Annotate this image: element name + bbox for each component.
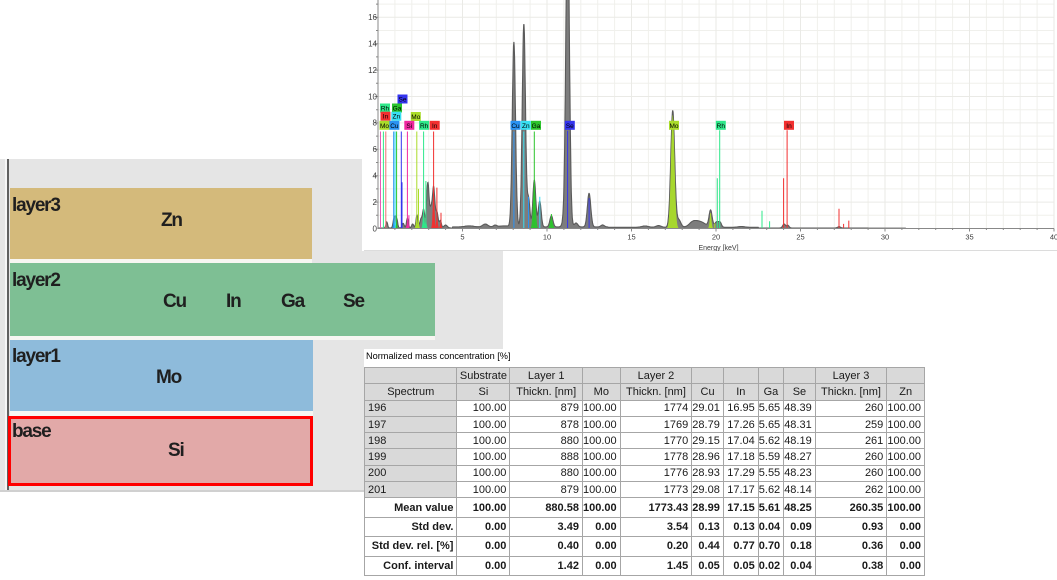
svg-text:Ga: Ga (532, 123, 541, 130)
svg-text:35: 35 (965, 233, 973, 242)
svg-text:Se: Se (566, 123, 574, 130)
svg-text:10: 10 (368, 92, 377, 101)
svg-text:15: 15 (627, 233, 635, 242)
svg-text:Si: Si (406, 123, 412, 130)
svg-text:Mo: Mo (411, 114, 420, 121)
svg-text:16: 16 (368, 13, 377, 22)
svg-text:25: 25 (796, 233, 804, 242)
svg-text:Zn: Zn (522, 123, 530, 130)
svg-text:12: 12 (368, 66, 377, 75)
svg-text:In: In (383, 114, 389, 121)
svg-text:8: 8 (373, 119, 378, 128)
svg-text:Se: Se (399, 97, 407, 104)
svg-text:Rh: Rh (717, 123, 726, 130)
svg-text:4: 4 (373, 172, 378, 181)
svg-text:Cu: Cu (511, 123, 520, 130)
svg-text:Mo: Mo (380, 123, 389, 130)
svg-text:Ga: Ga (393, 106, 402, 113)
svg-text:Cu: Cu (390, 123, 399, 130)
svg-text:40: 40 (1050, 233, 1057, 242)
svg-text:Zn: Zn (393, 114, 401, 121)
svg-text:5: 5 (460, 233, 464, 242)
svg-text:14: 14 (368, 40, 377, 49)
svg-text:In: In (432, 123, 438, 130)
svg-text:20: 20 (712, 233, 720, 242)
svg-text:In: In (786, 123, 792, 130)
svg-text:Rh: Rh (381, 106, 390, 113)
svg-text:2: 2 (373, 198, 378, 207)
svg-text:Rh: Rh (420, 123, 429, 130)
svg-text:0: 0 (373, 224, 378, 233)
svg-text:6: 6 (373, 145, 378, 154)
svg-text:30: 30 (881, 233, 889, 242)
svg-text:10: 10 (543, 233, 551, 242)
svg-text:Energy [keV]: Energy [keV] (698, 245, 738, 251)
svg-text:Mo: Mo (669, 123, 678, 130)
